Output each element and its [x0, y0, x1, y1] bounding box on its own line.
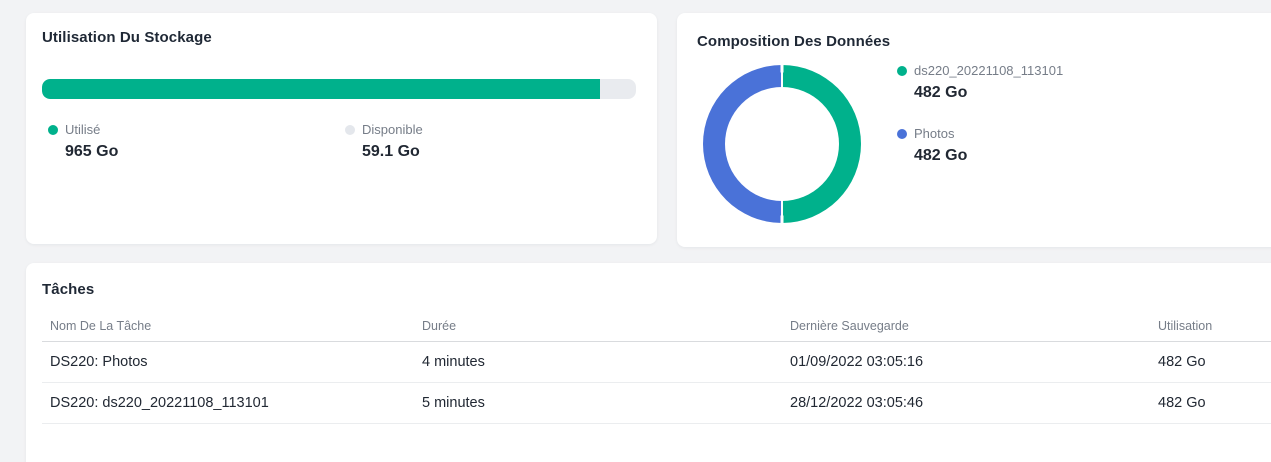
- composition-legend-value: 482 Go: [914, 84, 968, 101]
- composition-legend: ds220_20221108_113101 482 Go Photos 482 …: [897, 63, 1063, 165]
- tasks-card: Tâches Nom De La Tâche Durée Dernière Sa…: [26, 263, 1271, 462]
- usage-cell: 482 Go: [1158, 395, 1206, 411]
- column-header-last-backup: Dernière Sauvegarde: [790, 318, 909, 333]
- donut-chart: [703, 65, 861, 223]
- storage-usage-card: Utilisation Du Stockage Utilisé 965 Go D…: [26, 13, 657, 244]
- last-backup-cell: 28/12/2022 03:05:46: [790, 395, 924, 411]
- duration-cell: 5 minutes: [422, 395, 485, 411]
- composition-legend-dot: [897, 128, 907, 139]
- composition-body: ds220_20221108_113101 482 Go Photos 482 …: [697, 50, 1261, 223]
- composition-legend-label: Photos: [914, 126, 955, 141]
- used-value: 965 Go: [65, 143, 119, 160]
- column-header-usage: Utilisation: [1158, 318, 1213, 333]
- data-composition-card: Composition Des Données ds220_20221108_1…: [677, 13, 1271, 247]
- composition-legend-value: 482 Go: [914, 147, 968, 164]
- composition-legend-item: ds220_20221108_113101 482 Go: [897, 63, 1063, 102]
- storage-progress-track: [42, 79, 636, 99]
- composition-legend-item: Photos 482 Go: [897, 126, 1063, 165]
- composition-legend-label: ds220_20221108_113101: [914, 63, 1064, 78]
- storage-progress-fill: [42, 79, 601, 99]
- composition-card-title: Composition Des Données: [697, 33, 891, 50]
- available-legend-dot: [345, 124, 355, 135]
- table-row[interactable]: DS220: ds220_20221108_113101 5 minutes 2…: [42, 383, 1271, 424]
- available-value: 59.1 Go: [362, 143, 420, 160]
- column-header-task-name: Nom De La Tâche: [50, 318, 152, 333]
- tasks-card-title: Tâches: [42, 281, 95, 298]
- table-row[interactable]: DS220: Photos 4 minutes 01/09/2022 03:05…: [42, 342, 1271, 383]
- top-cards-row: Utilisation Du Stockage Utilisé 965 Go D…: [26, 13, 1271, 247]
- usage-cell: 482 Go: [1158, 354, 1206, 370]
- used-legend-dot: [48, 124, 58, 135]
- column-header-duration: Durée: [422, 318, 457, 333]
- storage-legend: Utilisé 965 Go Disponible 59.1 Go: [42, 122, 641, 161]
- tasks-table-header: Nom De La Tâche Durée Dernière Sauvegard…: [42, 310, 1271, 342]
- tasks-table: Nom De La Tâche Durée Dernière Sauvegard…: [42, 310, 1271, 424]
- storage-card-title: Utilisation Du Stockage: [42, 29, 212, 46]
- task-name-cell: DS220: ds220_20221108_113101: [50, 395, 269, 411]
- storage-legend-available: Disponible 59.1 Go: [339, 122, 636, 161]
- composition-legend-dot: [897, 65, 907, 76]
- available-label: Disponible: [362, 122, 423, 137]
- used-label: Utilisé: [65, 122, 101, 137]
- task-name-cell: DS220: Photos: [50, 354, 148, 370]
- storage-legend-used: Utilisé 965 Go: [42, 122, 339, 161]
- last-backup-cell: 01/09/2022 03:05:16: [790, 354, 924, 370]
- duration-cell: 4 minutes: [422, 354, 485, 370]
